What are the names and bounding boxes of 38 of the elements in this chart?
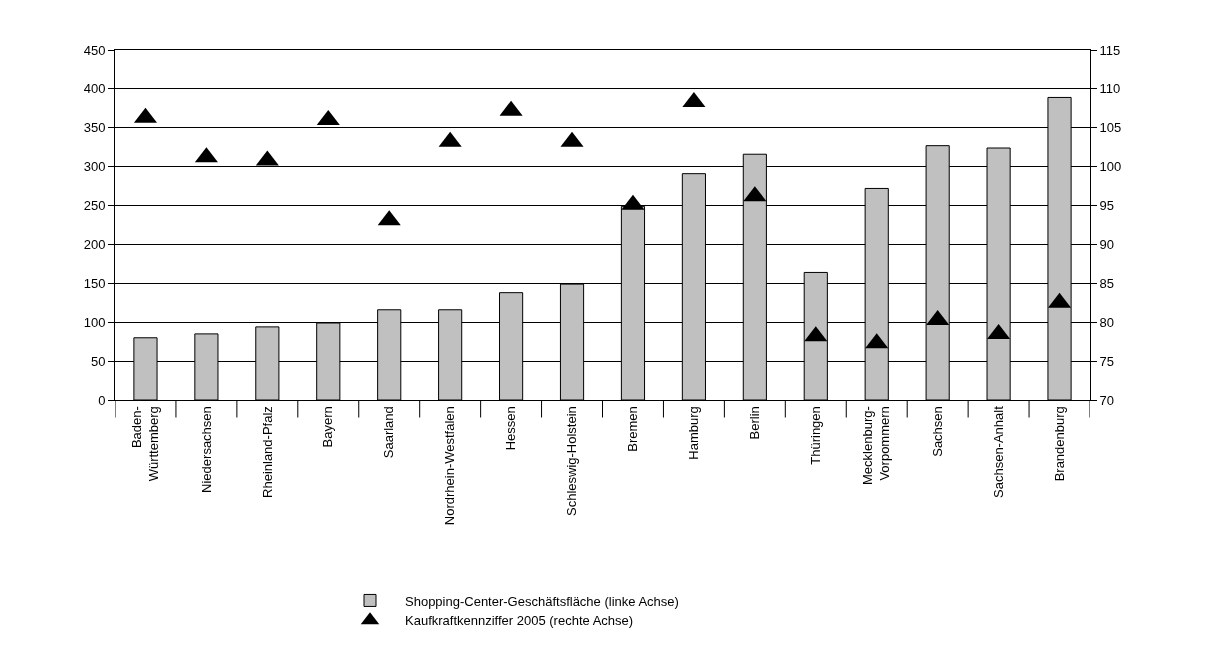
x-tick-label: Bayern xyxy=(320,406,336,448)
y2-tick-label: 100 xyxy=(1099,159,1122,175)
y2-tick-label: 70 xyxy=(1099,392,1115,408)
y-tick-label: 100 xyxy=(83,314,106,330)
y-tick-label: 200 xyxy=(83,236,106,252)
y-tick-label: 300 xyxy=(83,159,106,175)
x-tick-label: Thüringen xyxy=(808,406,824,465)
x-tick-label: Hessen xyxy=(503,406,519,451)
y2-tick-label: 85 xyxy=(1099,275,1115,291)
x-tick-label: Brandenburg xyxy=(1051,406,1067,482)
y-tick-label: 0 xyxy=(98,392,106,408)
y2-tick-label: 90 xyxy=(1099,236,1115,252)
y-tick-label: 250 xyxy=(83,198,106,214)
x-tick-label: Bremen xyxy=(625,406,641,452)
x-tick-label: Sachsen xyxy=(929,406,945,457)
y-tick-label: 50 xyxy=(90,353,106,369)
x-tick-label: Saarland xyxy=(381,406,397,459)
y2-tick-label: 95 xyxy=(1099,198,1115,214)
x-tick-label: Baden- Württemberg xyxy=(129,406,162,482)
x-tick-label: Niedersachsen xyxy=(198,406,214,493)
y-tick-label: 400 xyxy=(83,81,106,97)
y2-tick-label: 75 xyxy=(1099,353,1115,369)
y2-tick-label: 115 xyxy=(1099,42,1121,58)
x-tick-label: Nordrhein-Westfalen xyxy=(442,406,458,526)
y2-tick-label: 105 xyxy=(1099,120,1122,136)
y2-tick-label: 80 xyxy=(1099,314,1115,330)
x-tick-label: Mecklenburg- Vorpommern xyxy=(860,406,893,485)
y-tick-label: 150 xyxy=(83,275,106,291)
x-tick-label: Rheinland-Pfalz xyxy=(259,406,275,498)
legend-label: Shopping-Center-Geschäftsfläche (linke Achse) xyxy=(405,593,679,609)
y-tick-label: 350 xyxy=(83,120,106,136)
y-tick-label: 450 xyxy=(83,42,106,58)
x-tick-label: Sachsen-Anhalt xyxy=(990,405,1006,498)
y2-tick-label: 110 xyxy=(1099,81,1121,97)
x-tick-label: Berlin xyxy=(747,406,763,440)
x-tick-label: Schleswig-Holstein xyxy=(564,406,580,517)
legend-label: Kaufkraftkennziffer 2005 (rechte Achse) xyxy=(405,613,634,629)
x-tick-label: Hamburg xyxy=(686,406,702,460)
